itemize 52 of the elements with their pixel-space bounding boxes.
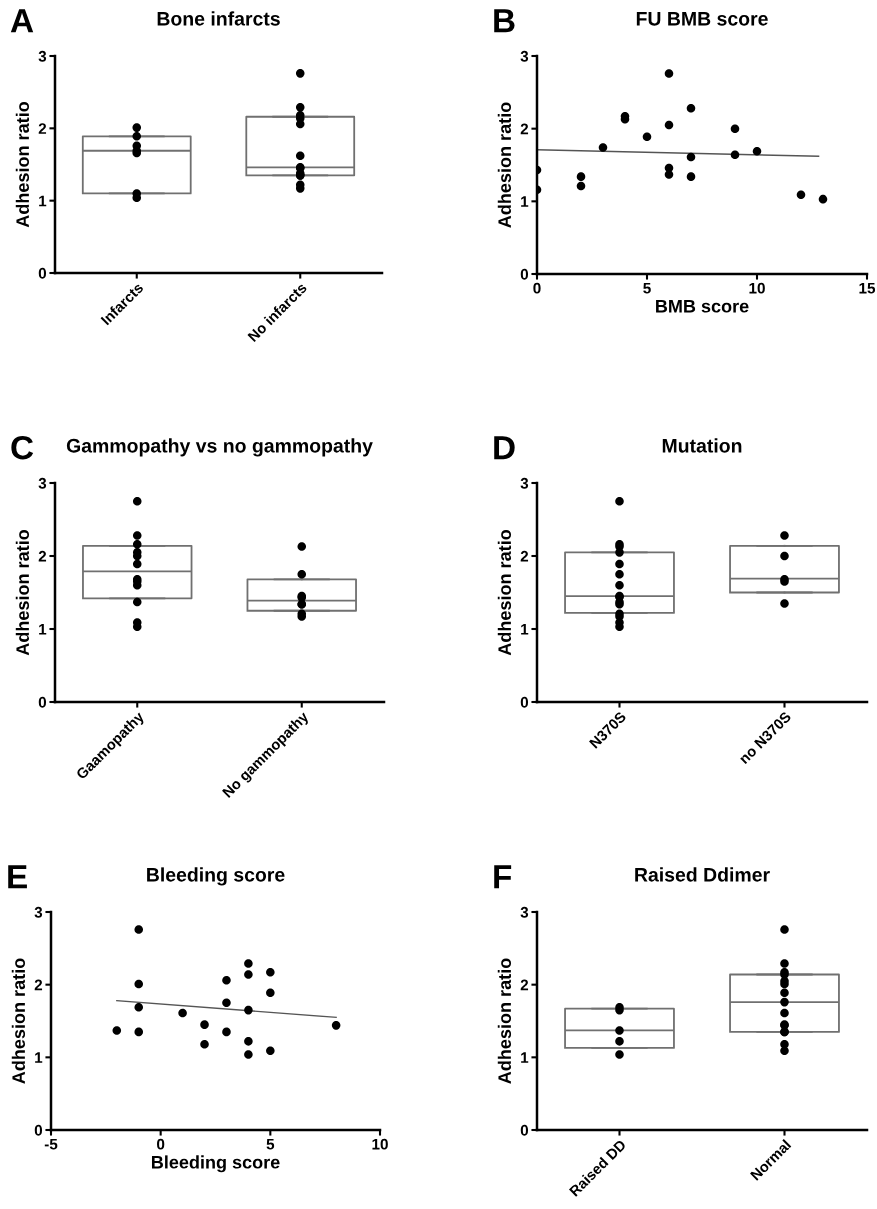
y-tick-label: 2 [38,550,47,562]
x-tick-label: 0 [157,1138,165,1150]
y-tick-label: 3 [38,50,47,62]
y-tick-label: 1 [521,196,529,207]
x-tick-label: 5 [643,282,651,294]
text: C [11,435,34,460]
x-tick-label: -5 [44,1138,58,1150]
y-tick-label: 2 [38,123,47,134]
chart-title: Raised Ddimer [635,867,770,882]
x-tick-label: 10 [749,282,765,294]
text: B [494,9,515,33]
x-axis-title: BMB score [656,300,749,313]
y-tick-label: 1 [39,624,47,635]
chart-title: FU BMB score [636,12,768,26]
x-tick-label: 15 [859,282,876,294]
x-tick-label: 10 [372,1138,388,1150]
y-tick-label: 1 [39,195,47,207]
y-axis-title: Adhesion ratio [497,530,512,656]
y-tick-label: 3 [34,906,43,918]
y-tick-label: 0 [34,1124,43,1136]
y-tick-label: 3 [38,477,47,489]
chart-title: Gammopathy vs no gammopathy [66,438,373,457]
text: D [494,436,515,460]
y-tick-label: 0 [38,267,47,279]
text: A [10,9,34,33]
y-axis-title: Adhesion ratio [497,102,512,228]
text: F [494,865,512,889]
y-tick-label: 1 [521,624,529,635]
chart-title: Mutation [662,438,742,453]
y-axis-title: Adhesion ratio [15,102,30,228]
y-tick-label: 1 [35,1052,43,1063]
chart-title: Bone infarcts [157,11,280,26]
x-tick-label: 5 [266,1138,275,1150]
y-tick-label: 0 [38,696,47,708]
x-axis-title: Bleeding score [151,1155,280,1173]
y-tick-label: 2 [520,550,529,562]
y-tick-label: 2 [520,979,529,991]
chart-title: Bleeding score [147,867,285,886]
y-tick-label: 0 [520,268,529,280]
y-axis-title: Adhesion ratio [15,530,30,656]
y-tick-label: 3 [520,50,529,62]
y-axis-title: Adhesion ratio [497,958,512,1084]
text: E [8,865,27,889]
y-tick-label: 3 [520,906,529,918]
y-tick-label: 1 [521,1052,529,1063]
y-tick-label: 0 [520,696,529,708]
y-tick-label: 2 [520,123,529,135]
x-tick-label: 0 [533,282,541,294]
y-axis-title: Adhesion ratio [11,958,26,1084]
y-tick-label: 3 [520,477,529,489]
y-tick-label: 0 [520,1124,529,1136]
y-tick-label: 2 [34,979,43,991]
